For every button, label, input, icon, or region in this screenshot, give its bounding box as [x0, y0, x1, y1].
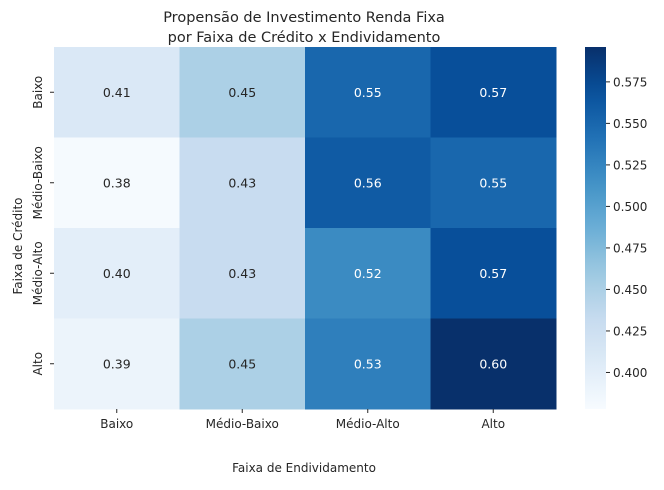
heatmap-cell [179, 47, 306, 138]
cell-value-label: 0.55 [354, 85, 382, 100]
colorbar-tick-label: 0.425 [613, 324, 647, 338]
y-tick-label: Baixo [31, 76, 45, 109]
y-tick-label: Alto [31, 352, 45, 376]
heatmap-cell [305, 137, 431, 229]
cell-value-label: 0.56 [354, 175, 382, 190]
heatmap-cell [179, 228, 306, 319]
colorbar-ticks: 0.400 0.425 0.450 0.475 0.500 0.525 0.550 0.575 [606, 75, 647, 380]
heatmap-cell [305, 318, 431, 410]
chart-title-line-2: por Faixa de Crédito x Endividamento [168, 30, 441, 46]
heatmap-cell [54, 47, 180, 138]
heatmap-cell [54, 228, 180, 319]
cell-value-label: 0.40 [103, 266, 131, 281]
colorbar-tick-label: 0.500 [613, 200, 647, 214]
cell-value-label: 0.60 [479, 356, 507, 371]
cell-value-label: 0.45 [228, 85, 256, 100]
y-axis-label: Faixa de Crédito [11, 197, 25, 294]
colorbar-tick-label: 0.450 [613, 283, 647, 297]
cell-value-label: 0.57 [479, 85, 507, 100]
x-tick-label: Médio-Baixo [206, 417, 279, 431]
heatmap-cell-labels: 0.41 0.45 0.55 0.57 0.38 0.43 0.56 0.55 0.40 0.43… [103, 85, 507, 372]
x-tick-label: Baixo [100, 417, 133, 431]
colorbar-tick-label: 0.400 [613, 366, 647, 380]
cell-value-label: 0.43 [228, 175, 256, 190]
x-axis-label: Faixa de Endividamento [232, 461, 376, 475]
colorbar-tick-label: 0.525 [613, 158, 647, 172]
y-tick-label: Médio-Baixo [31, 146, 45, 219]
cell-value-label: 0.55 [479, 175, 507, 190]
cell-value-label: 0.39 [103, 356, 131, 371]
colorbar-tick-label: 0.575 [613, 75, 647, 89]
heatmap-cell [305, 228, 431, 319]
heatmap-cell [305, 47, 431, 138]
heatmap-cell [430, 137, 557, 229]
y-axis-ticks: Baixo Médio-Baixo Médio-Alto Alto [31, 76, 54, 376]
cell-value-label: 0.43 [228, 266, 256, 281]
heatmap-cell [54, 318, 180, 410]
x-tick-label: Alto [481, 417, 505, 431]
heatmap-cell [179, 137, 306, 229]
heatmap-cell [179, 318, 306, 410]
cell-value-label: 0.41 [103, 85, 131, 100]
cell-value-label: 0.38 [103, 175, 131, 190]
x-axis-ticks: Baixo Médio-Baixo Médio-Alto Alto [100, 409, 505, 431]
heatmap-cell [430, 228, 557, 319]
heatmap-cell [430, 47, 557, 138]
cell-value-label: 0.45 [228, 356, 256, 371]
colorbar [585, 47, 606, 409]
colorbar-tick-label: 0.550 [613, 117, 647, 131]
cell-value-label: 0.52 [354, 266, 382, 281]
cell-value-label: 0.53 [354, 356, 382, 371]
heatmap-cell [54, 137, 180, 229]
colorbar-tick-label: 0.475 [613, 241, 647, 255]
cell-value-label: 0.57 [479, 266, 507, 281]
x-tick-label: Médio-Alto [336, 417, 400, 431]
heatmap-cell [430, 318, 557, 410]
heatmap-cells [54, 47, 557, 410]
chart-title-line-1: Propensão de Investimento Renda Fixa [163, 10, 445, 26]
y-tick-label: Médio-Alto [31, 241, 45, 305]
